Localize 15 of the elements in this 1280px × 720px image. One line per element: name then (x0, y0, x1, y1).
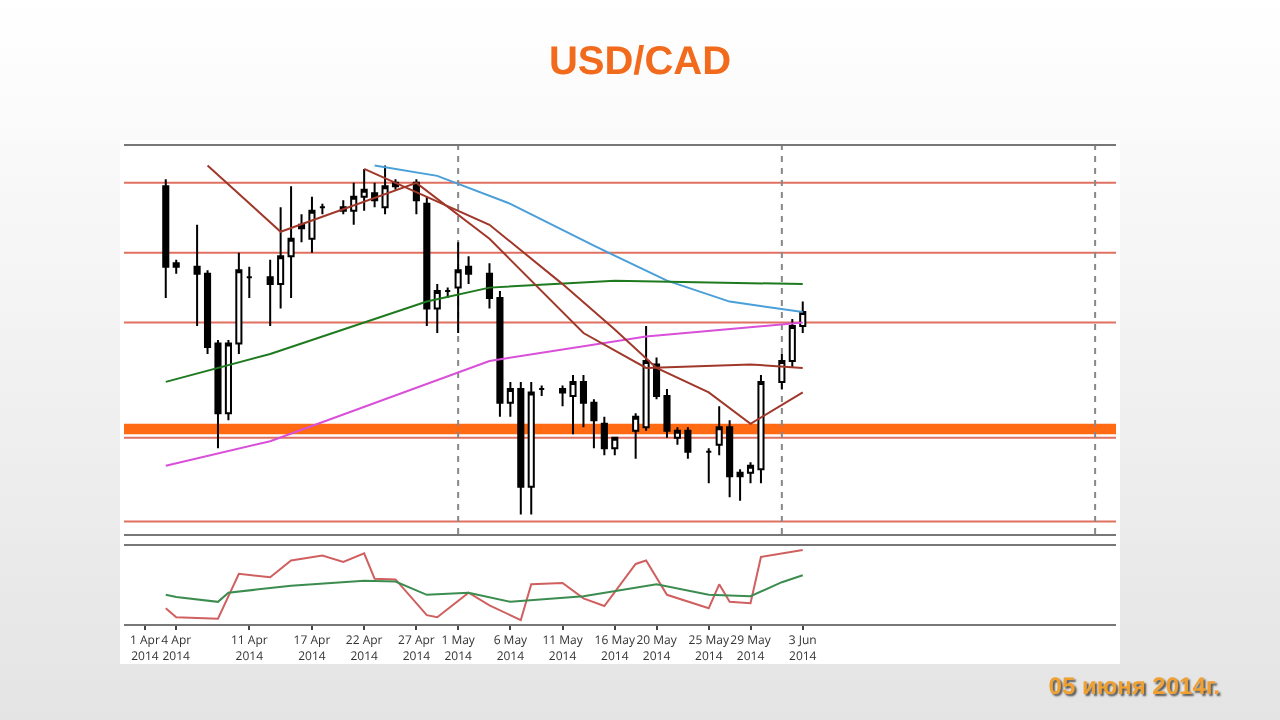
candlestick (162, 178, 170, 300)
text: 05 июня 2014г. (1046, 672, 1220, 700)
chart-title: USD/CAD (546, 40, 734, 86)
candlestick (527, 380, 535, 516)
candlestick (632, 412, 640, 460)
candlestick (172, 258, 180, 275)
candlestick (538, 384, 546, 397)
candlestick (423, 195, 431, 328)
candlestick (444, 286, 452, 300)
candlestick (245, 265, 253, 300)
candlestick (778, 352, 786, 390)
candlestick (318, 202, 326, 216)
candlestick (287, 185, 295, 300)
candlestick (433, 283, 441, 335)
candlestick (705, 447, 713, 485)
